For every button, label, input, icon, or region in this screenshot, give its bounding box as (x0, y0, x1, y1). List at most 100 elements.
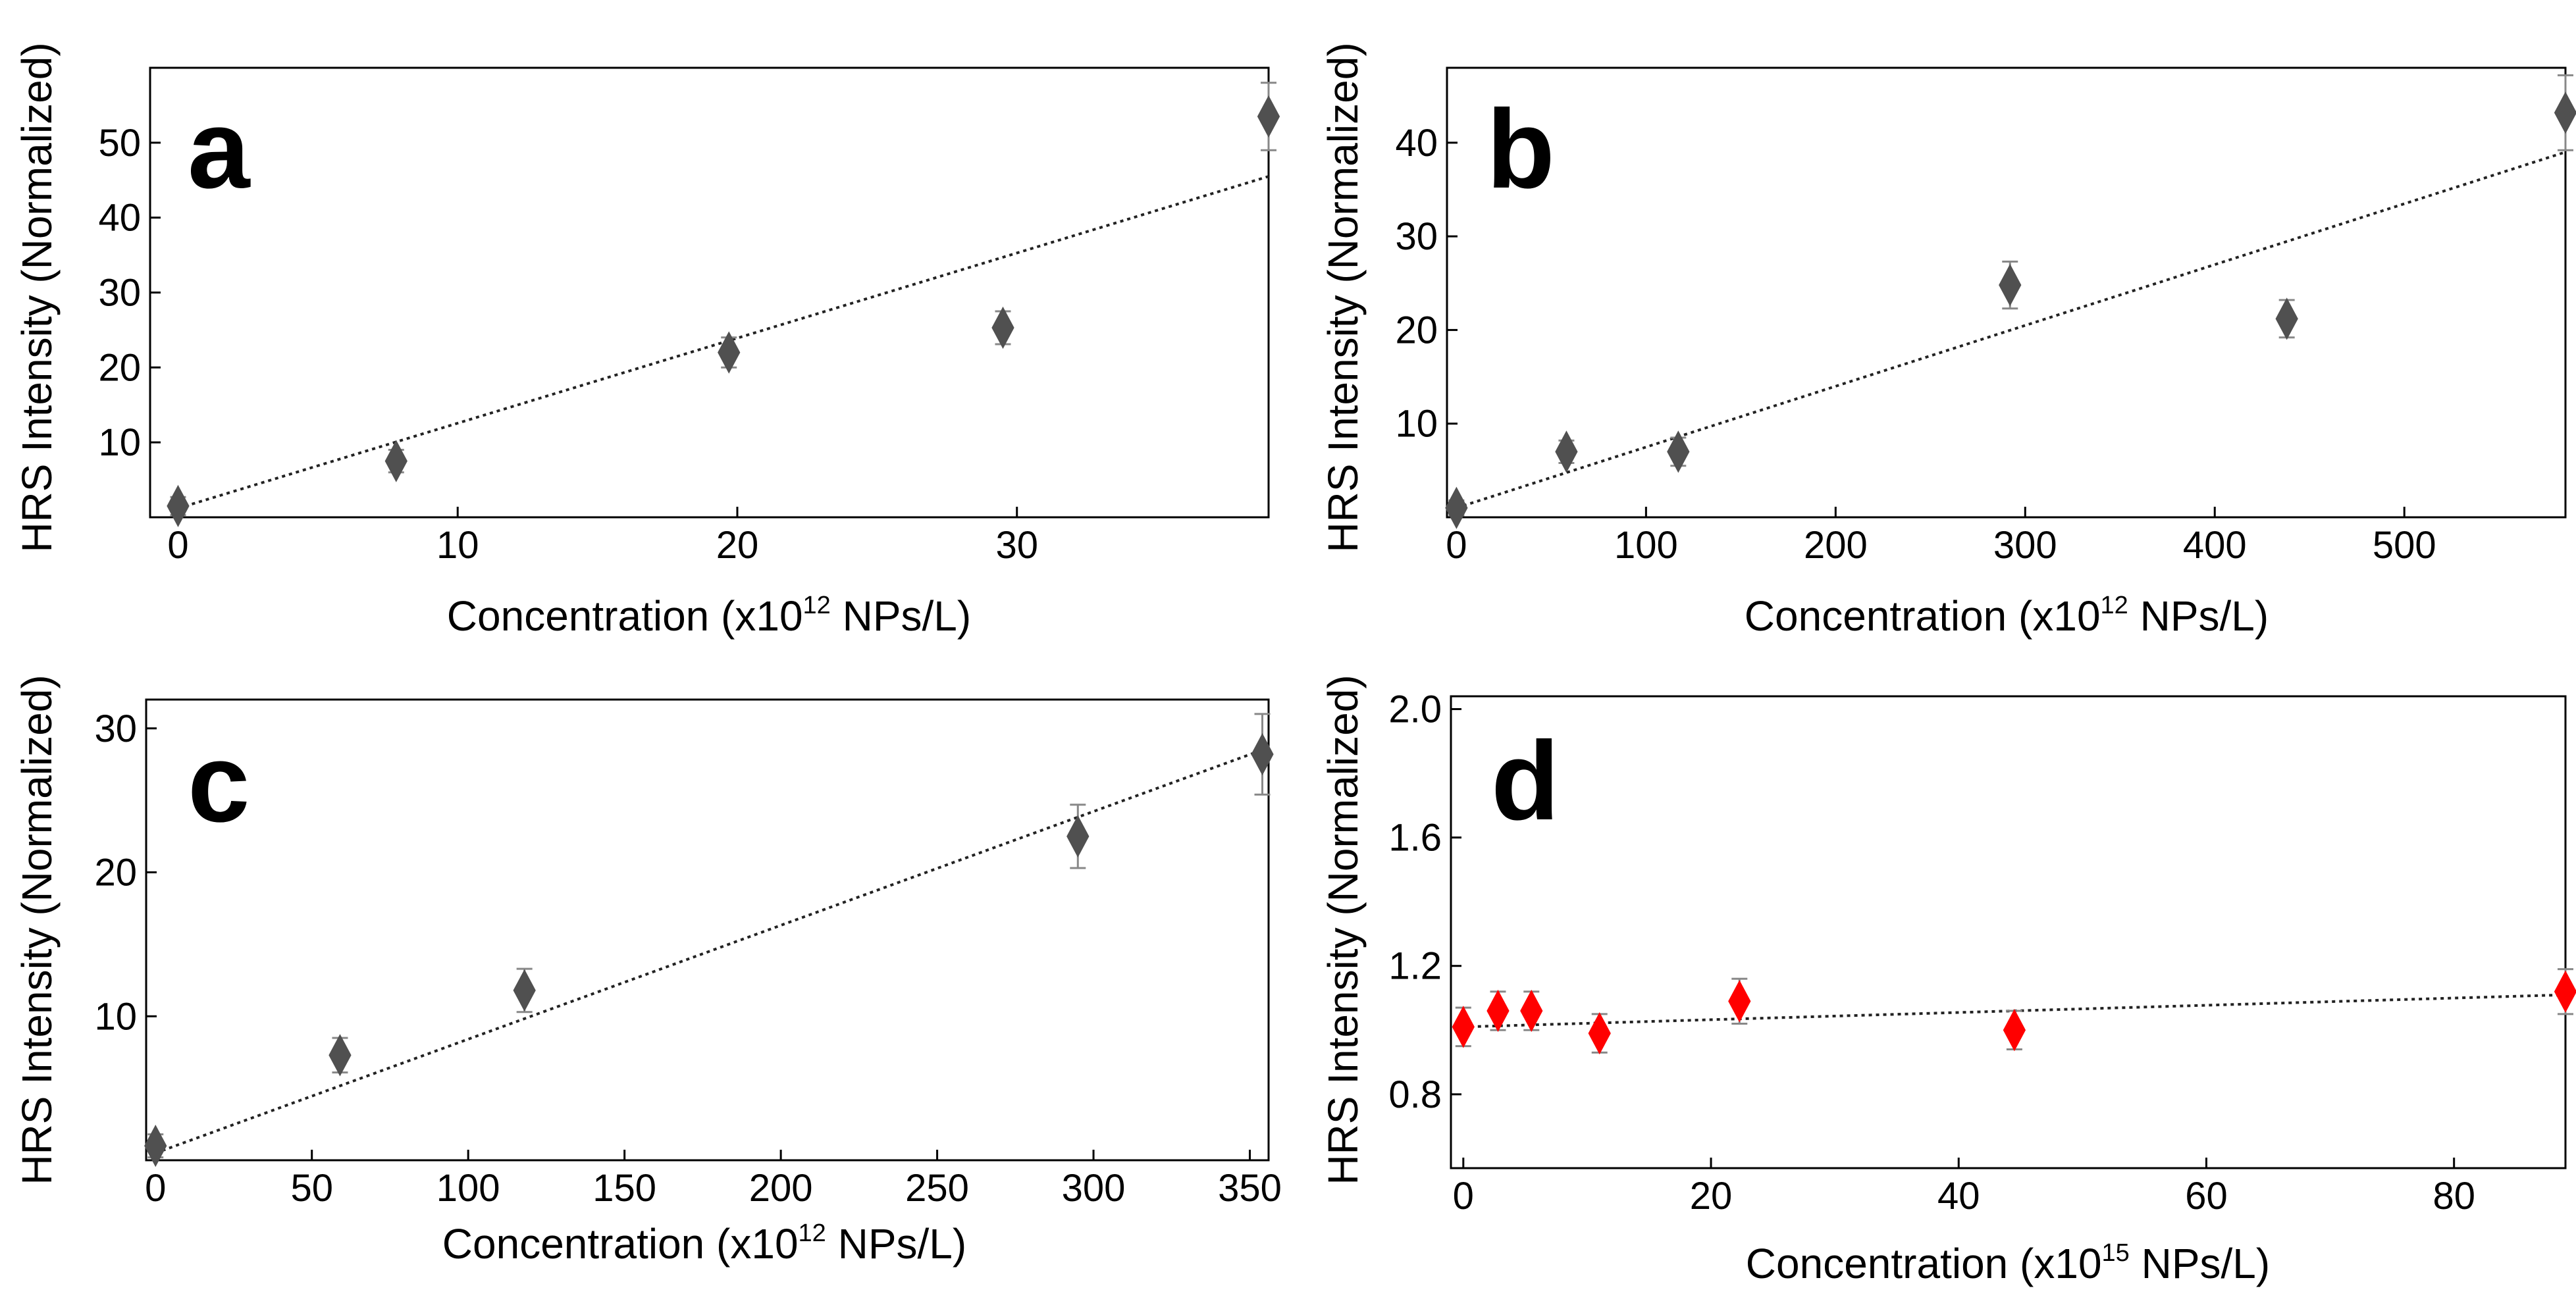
fit-line (1456, 151, 2566, 509)
x-tick-label: 200 (1804, 524, 1868, 567)
y-tick-label: 40 (1395, 122, 1438, 165)
fit-line (155, 748, 1263, 1154)
data-point (2554, 91, 2576, 134)
data-point (1486, 989, 1510, 1033)
data-point (1728, 980, 1751, 1023)
x-tick-label: 0 (1453, 1175, 1474, 1217)
y-axis-label: HRS Intensity (Normalized) (1319, 675, 1367, 1185)
x-tick-label: 10 (436, 524, 479, 567)
data-points (1452, 968, 2576, 1055)
data-point (1667, 430, 1690, 473)
y-tick-label: 0.8 (1388, 1073, 1442, 1116)
data-point (991, 306, 1014, 349)
y-tick-label: 20 (1395, 309, 1438, 351)
data-points (167, 82, 1280, 528)
x-axis-label: Concentration (x1012 NPs/L) (1745, 592, 2269, 640)
x-tick-label: 500 (2373, 524, 2436, 567)
plot-frame (1446, 66, 2567, 519)
data-points (1445, 74, 2576, 529)
data-point (718, 331, 741, 374)
y-tick-label: 1.2 (1388, 945, 1442, 988)
plot-frame (1450, 695, 2567, 1169)
y-axis-label: HRS Intensity (Normalized) (1319, 42, 1367, 552)
y-tick-label: 10 (1395, 403, 1438, 446)
tick-labels: 0 20 40 60 80 0.8 1.2 1.6 2.0 (1388, 688, 2475, 1217)
x-tick-label: 100 (1614, 524, 1678, 567)
x-tick-label: 0 (1446, 524, 1467, 567)
x-tick-label: 100 (436, 1167, 500, 1210)
data-point (1066, 815, 1090, 858)
tick-marks (1451, 708, 2456, 1168)
tick-marks (146, 727, 1251, 1160)
tick-labels: 0 50 100 150 200 250 300 350 10 20 30 (94, 707, 1281, 1210)
y-tick-label: 10 (94, 995, 137, 1038)
panel-b: 0 100 200 300 400 500 10 20 30 40 b Concentration… (1319, 42, 2576, 640)
data-point (1251, 733, 1274, 776)
x-axis-label: Concentration (x1012 NPs/L) (442, 1219, 966, 1268)
data-point (513, 969, 536, 1012)
y-tick-label: 1.6 (1388, 817, 1442, 859)
data-point (167, 484, 190, 528)
y-axis-label: HRS Intensity (Normalized) (13, 42, 61, 552)
panel-c: 0 50 100 150 200 250 300 350 10 20 30 c Concentrat… (13, 675, 1282, 1268)
x-tick-label: 80 (2432, 1175, 2475, 1217)
tick-marks (1447, 141, 2405, 517)
data-point (1588, 1012, 1611, 1055)
data-point (144, 1125, 167, 1167)
data-point (1999, 263, 2022, 307)
tick-labels: 0 10 20 30 10 20 30 40 50 (98, 122, 1038, 567)
y-tick-label: 40 (98, 197, 141, 240)
x-tick-label: 200 (749, 1167, 813, 1210)
data-point (2554, 970, 2576, 1013)
x-tick-label: 30 (995, 524, 1038, 567)
panel-d: 0 20 40 60 80 0.8 1.2 1.6 2.0 d Concentration (x… (1319, 675, 2576, 1287)
plot-frame (149, 66, 1270, 519)
data-point (1257, 95, 1280, 138)
x-tick-label: 0 (145, 1167, 166, 1210)
data-point (1555, 430, 1578, 473)
data-point (2275, 297, 2298, 340)
y-tick-label: 10 (98, 421, 141, 464)
fit-line-group (1456, 151, 2566, 509)
data-points (144, 713, 1274, 1167)
y-tick-label: 2.0 (1388, 688, 1442, 731)
y-axis-label: HRS Intensity (Normalized) (13, 675, 61, 1185)
x-tick-label: 150 (592, 1167, 656, 1210)
panel-a: 0 10 20 30 10 20 30 40 50 a Concentration (x1012… (13, 42, 1280, 640)
fit-line-group (155, 748, 1263, 1154)
y-tick-label: 30 (98, 272, 141, 315)
y-tick-label: 20 (98, 346, 141, 389)
x-tick-label: 50 (290, 1167, 333, 1210)
y-tick-label: 20 (94, 852, 137, 894)
data-point (384, 440, 407, 482)
data-point (2003, 1009, 2026, 1052)
data-point (1520, 989, 1543, 1033)
x-tick-label: 250 (905, 1167, 969, 1210)
data-point (329, 1034, 352, 1077)
data-point (1452, 1006, 1475, 1048)
y-tick-label: 50 (98, 122, 141, 165)
data-point (1445, 486, 1468, 529)
panel-letter: d (1491, 719, 1560, 844)
x-tick-label: 400 (2183, 524, 2247, 567)
x-tick-label: 20 (1690, 1175, 1733, 1217)
tick-labels: 0 100 200 300 400 500 10 20 30 40 (1395, 122, 2436, 567)
y-tick-label: 30 (1395, 215, 1438, 258)
panel-letter: c (188, 721, 250, 846)
fit-line (177, 175, 1269, 510)
x-axis-label: Concentration (x1015 NPs/L) (1746, 1239, 2270, 1287)
x-tick-label: 300 (1993, 524, 2057, 567)
tick-marks (150, 141, 1018, 517)
x-tick-label: 60 (2185, 1175, 2228, 1217)
panel-letter: b (1486, 87, 1555, 212)
x-axis-label: Concentration (x1012 NPs/L) (447, 592, 971, 640)
y-tick-label: 30 (94, 707, 137, 750)
x-tick-label: 20 (716, 524, 759, 567)
x-tick-label: 350 (1218, 1167, 1282, 1210)
fit-line-group (177, 175, 1269, 510)
plot-frame (145, 698, 1270, 1162)
x-tick-label: 300 (1062, 1167, 1126, 1210)
x-tick-label: 40 (1937, 1175, 1980, 1217)
panel-letter: a (188, 87, 251, 212)
